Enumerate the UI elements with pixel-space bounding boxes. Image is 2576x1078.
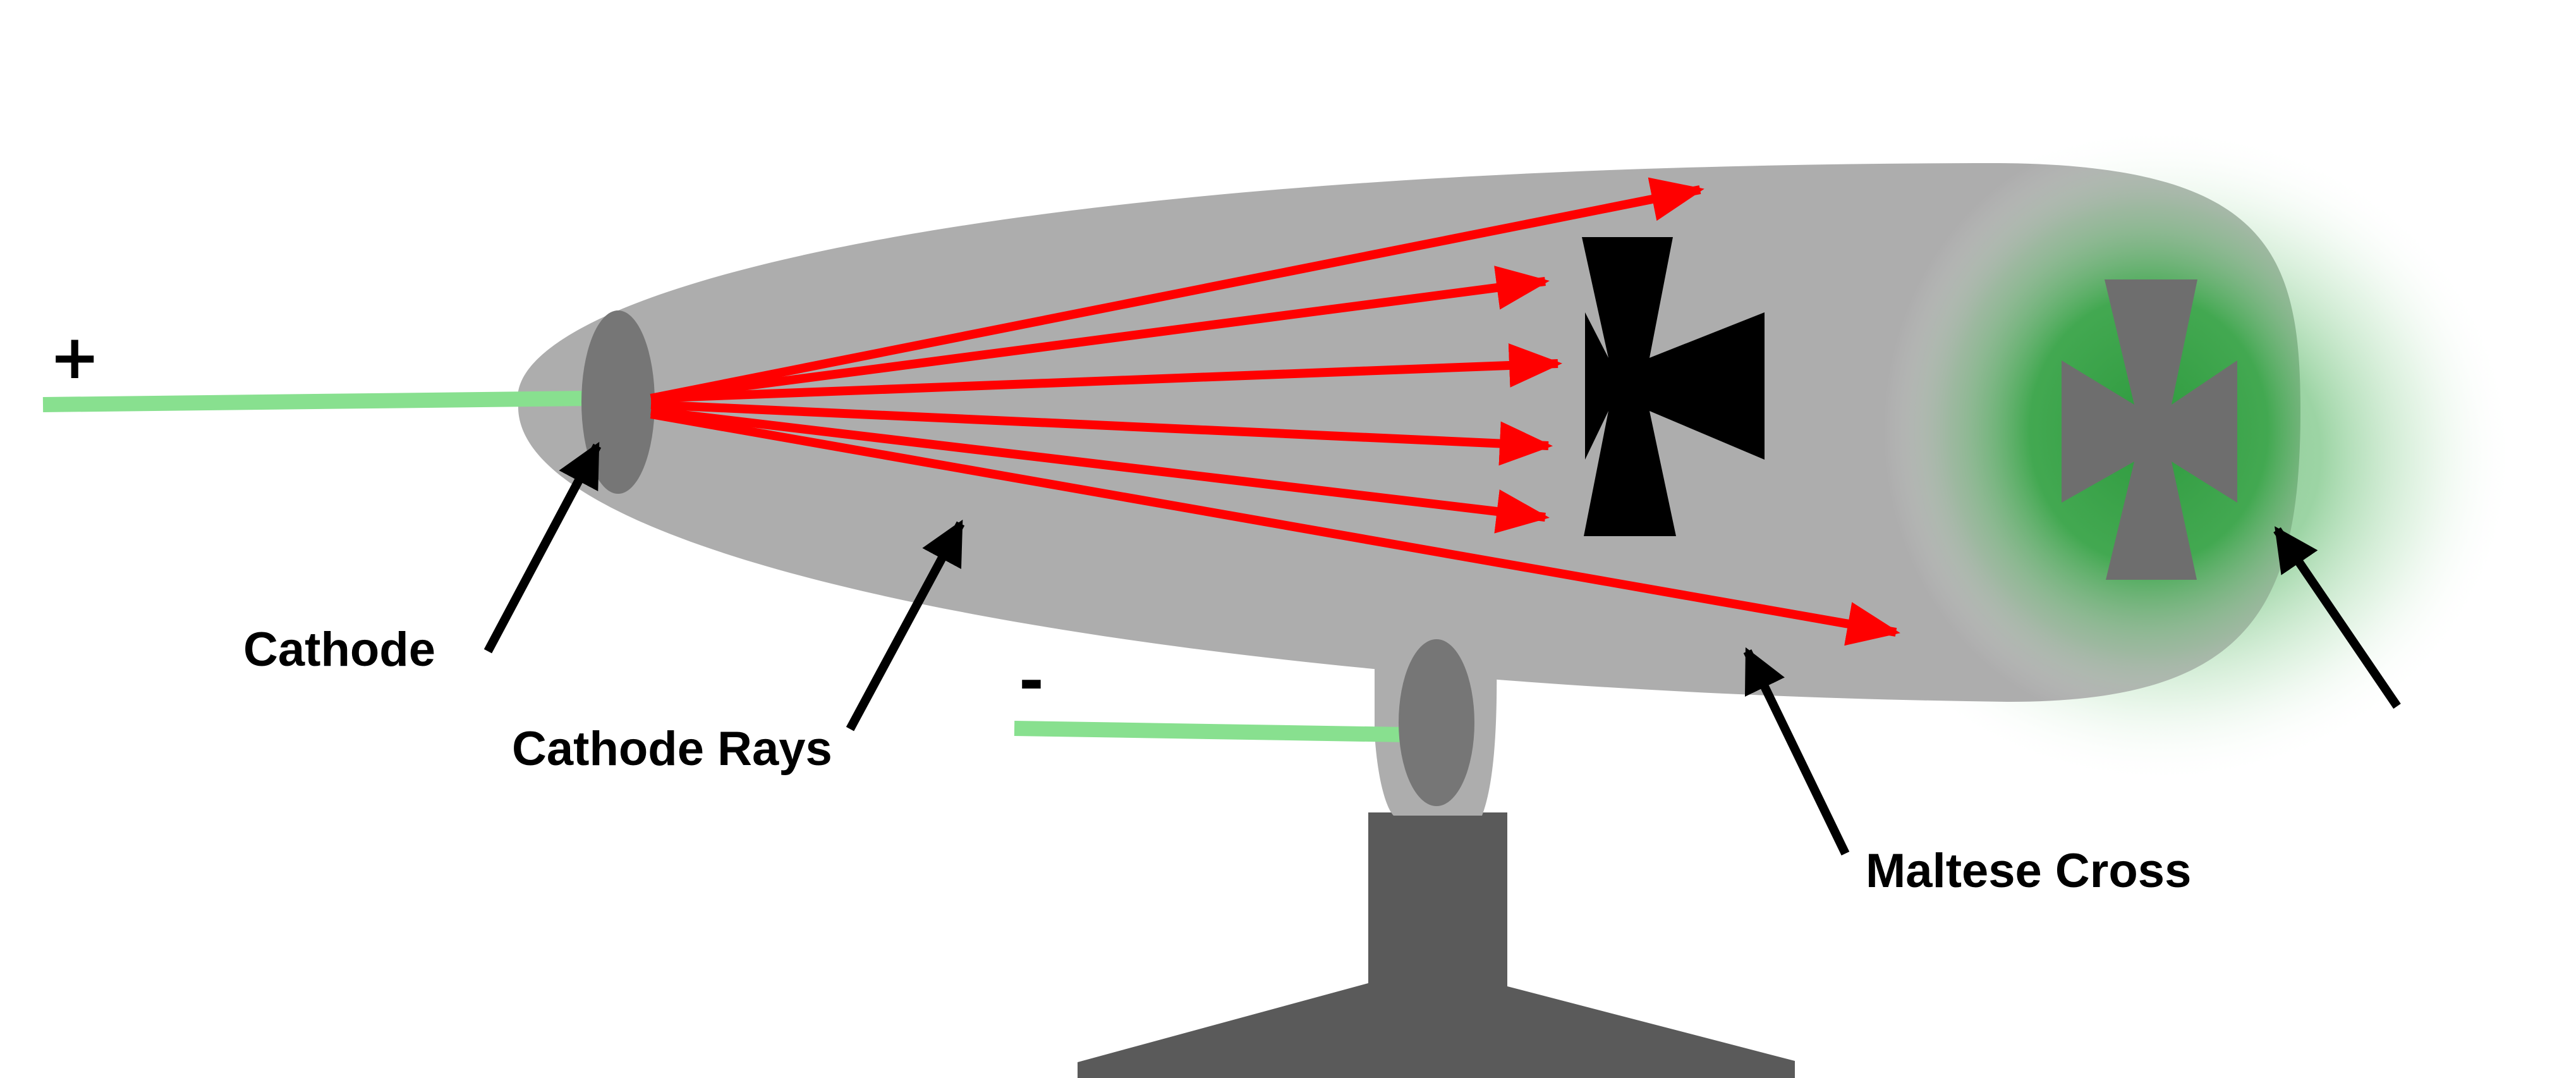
ray bbox=[650, 266, 1550, 403]
negative-terminal-label: - bbox=[1019, 646, 1044, 716]
positive-terminal-label: + bbox=[49, 322, 100, 393]
maltese-cross-pointer-arrow bbox=[1743, 647, 1850, 856]
glass-tube bbox=[518, 163, 2301, 702]
anode-electrode bbox=[1399, 639, 1474, 806]
screen-pointer-arrow bbox=[2273, 526, 2401, 709]
negative-wire bbox=[1014, 721, 1407, 742]
cathode-electrode bbox=[581, 310, 655, 494]
ray bbox=[650, 410, 1900, 646]
cathode-label: Cathode bbox=[243, 623, 435, 677]
pointer-arrows bbox=[483, 441, 2401, 856]
cathode-rays-label: Cathode Rays bbox=[512, 722, 832, 776]
ray bbox=[650, 400, 1553, 466]
cathode-pointer-arrow bbox=[483, 441, 602, 654]
maltese-cross-final bbox=[1582, 237, 1765, 536]
maltese-cross-label: Maltese Cross bbox=[1866, 844, 2191, 898]
ray bbox=[650, 343, 1562, 403]
ray bbox=[650, 177, 1704, 403]
cathode-rays-pointer-arrow bbox=[846, 519, 965, 732]
positive-wire bbox=[42, 391, 592, 412]
ray bbox=[650, 407, 1550, 534]
stand-base bbox=[1078, 812, 1795, 1078]
cathode-rays bbox=[650, 177, 1900, 646]
cross-shadow bbox=[2062, 279, 2237, 580]
